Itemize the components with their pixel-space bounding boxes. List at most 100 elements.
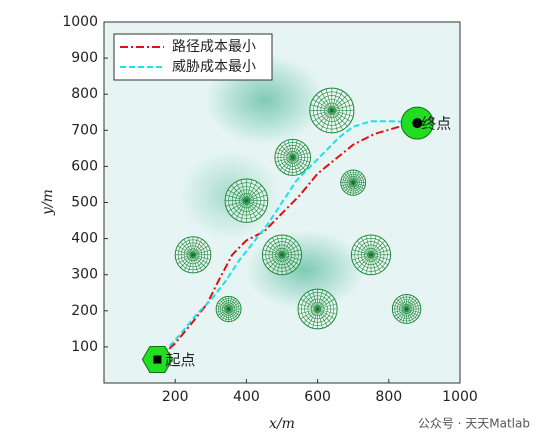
mesh-spoke	[292, 157, 309, 167]
mesh-spoke	[402, 308, 407, 324]
mesh-spoke	[310, 110, 332, 117]
mesh-spoke	[352, 170, 357, 183]
mesh-spoke	[267, 254, 283, 270]
mesh-spoke	[370, 240, 386, 256]
mesh-spoke	[281, 254, 293, 273]
mesh-spoke	[342, 182, 354, 190]
mesh-spoke	[281, 244, 300, 256]
obstacle	[261, 234, 303, 276]
mesh-spoke	[246, 194, 268, 201]
y-tick-label: 800	[71, 86, 98, 102]
mesh-spoke	[192, 249, 211, 256]
mesh-spoke	[346, 182, 354, 194]
obstacle	[350, 234, 392, 276]
mesh-spoke	[331, 104, 354, 111]
mesh-spoke	[292, 141, 302, 158]
mesh-spoke	[360, 254, 372, 273]
mesh-spoke	[175, 249, 194, 256]
mesh-spoke	[325, 110, 333, 133]
mesh-spoke	[277, 157, 293, 167]
mesh-spoke	[279, 157, 293, 171]
mesh-spoke	[310, 104, 332, 111]
mesh-spoke	[222, 297, 229, 310]
mesh-spoke	[192, 254, 206, 268]
obstacle-center	[369, 253, 373, 257]
mesh-spoke	[396, 298, 407, 310]
legend-label: 威胁成本最小	[172, 59, 256, 75]
mesh-spoke	[406, 294, 411, 310]
mesh-spoke	[183, 239, 194, 255]
obstacle	[224, 178, 269, 223]
obstacle	[297, 288, 338, 330]
mesh-spoke	[303, 294, 318, 310]
mesh-spoke	[352, 182, 357, 195]
mesh-spoke	[317, 294, 332, 310]
mesh-spoke	[271, 237, 283, 255]
mesh-spoke	[225, 194, 247, 201]
mesh-spoke	[307, 291, 318, 310]
start-label: 起点	[165, 351, 195, 369]
mesh-spoke	[192, 237, 198, 255]
mesh-spoke	[263, 254, 283, 261]
mesh-spoke	[396, 308, 407, 320]
start-dot	[153, 355, 162, 364]
mesh-spoke	[246, 181, 258, 201]
mesh-spoke	[317, 298, 335, 310]
mesh-spoke	[331, 88, 338, 111]
mesh-spoke	[177, 254, 194, 265]
mesh-spoke	[192, 239, 203, 255]
obstacle	[274, 138, 311, 176]
mesh-spoke	[275, 152, 293, 158]
x-tick-label: 200	[162, 389, 189, 405]
obstacle	[391, 294, 422, 324]
watermark: 公众号 · 天天Matlab	[418, 417, 530, 431]
mesh-spoke	[219, 308, 229, 319]
mesh-spoke	[217, 302, 229, 310]
mesh-spoke	[281, 254, 301, 261]
y-tick-label: 100	[71, 339, 98, 355]
mesh-spoke	[217, 308, 229, 316]
mesh-spoke	[370, 254, 382, 273]
y-tick-label: 400	[71, 231, 98, 247]
y-tick-label: 900	[71, 50, 98, 66]
mesh-spoke	[298, 303, 318, 310]
mesh-spoke	[246, 189, 266, 201]
mesh-spoke	[300, 308, 318, 320]
mesh-spoke	[353, 176, 365, 183]
mesh-spoke	[406, 301, 420, 310]
mesh-spoke	[275, 157, 293, 163]
mesh-spoke	[180, 254, 194, 268]
obstacle-center	[227, 307, 231, 311]
mesh-spoke	[370, 235, 377, 255]
x-tick-label: 800	[375, 389, 402, 405]
mesh-spoke	[235, 181, 247, 201]
mesh-spoke	[264, 254, 283, 266]
mesh-spoke	[287, 157, 293, 175]
mesh-spoke	[370, 254, 390, 261]
mesh-spoke	[317, 308, 332, 324]
mesh-spoke	[317, 308, 337, 315]
y-axis-label: y/m	[40, 189, 56, 216]
mesh-spoke	[177, 245, 194, 256]
x-tick-label: 1000	[442, 389, 478, 405]
mesh-spoke	[392, 304, 407, 310]
mesh-spoke	[406, 304, 421, 310]
mesh-spoke	[331, 110, 344, 130]
mesh-spoke	[228, 308, 236, 321]
mesh-spoke	[356, 254, 372, 270]
y-tick-label: 500	[71, 195, 98, 211]
mesh-spoke	[353, 182, 365, 190]
mesh-spoke	[246, 200, 262, 217]
y-tick-label: 200	[71, 303, 98, 319]
mesh-spoke	[402, 294, 407, 310]
mesh-spoke	[312, 308, 318, 329]
mesh-spoke	[267, 240, 283, 256]
mesh-spoke	[406, 298, 417, 310]
mesh-spoke	[216, 305, 229, 310]
mesh-spoke	[394, 308, 407, 317]
mesh-spoke	[360, 237, 372, 255]
mesh-spoke	[228, 296, 233, 310]
mesh-spoke	[192, 241, 206, 256]
